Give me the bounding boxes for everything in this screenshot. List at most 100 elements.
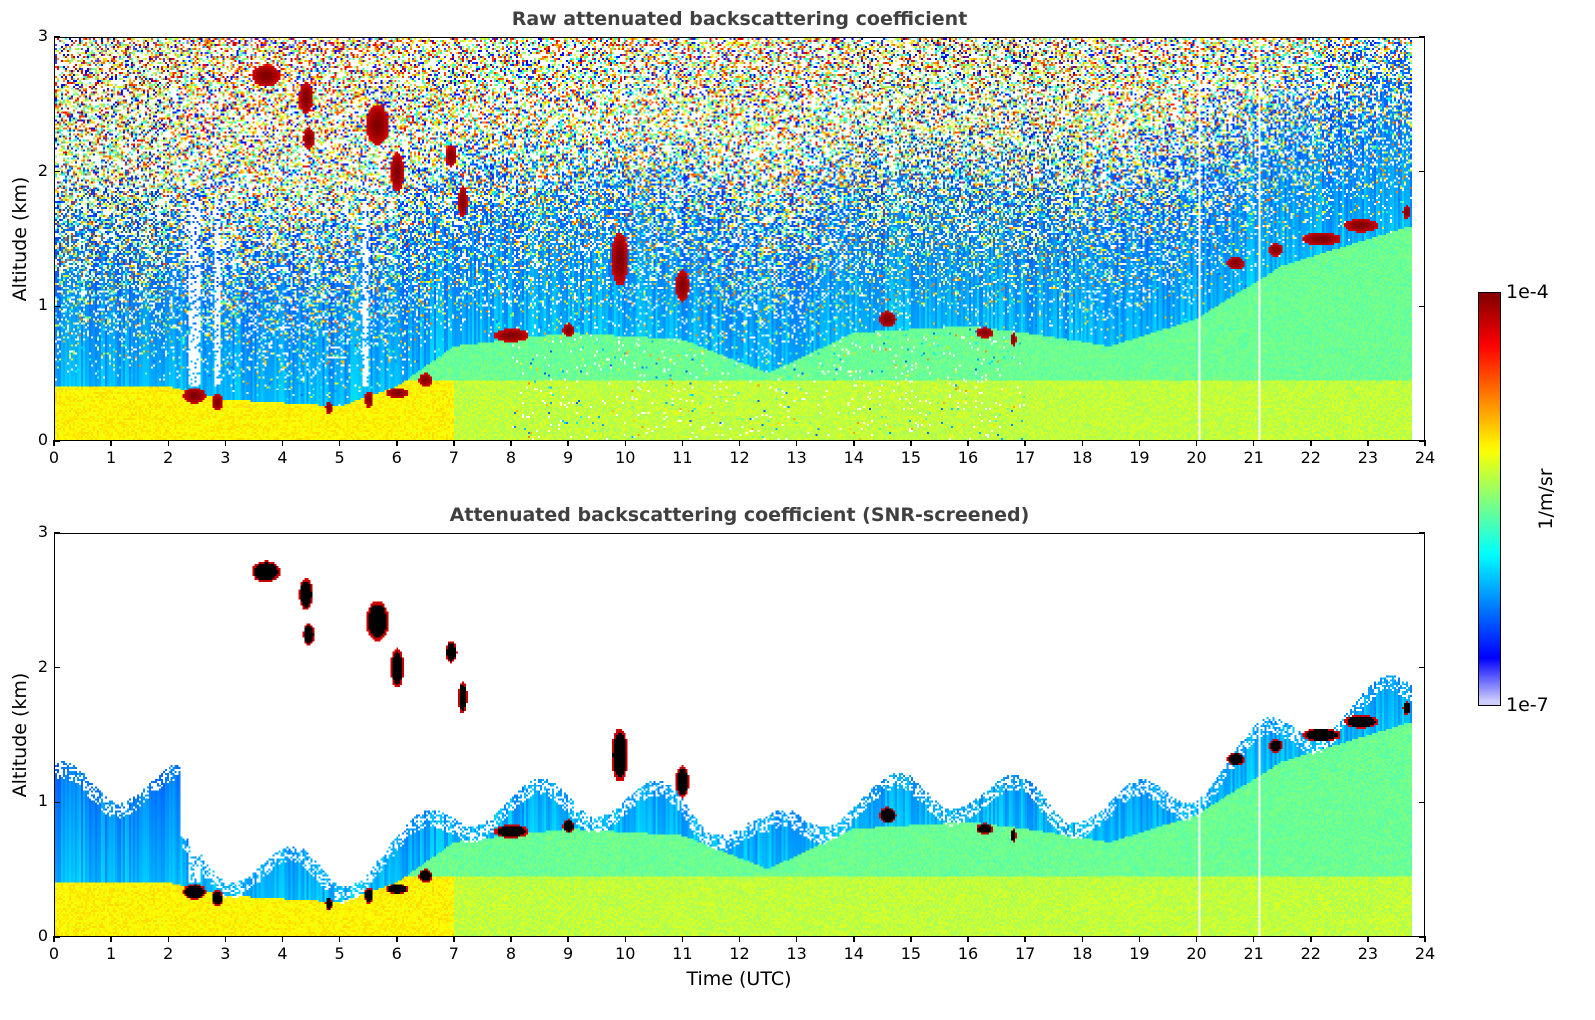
y-tick-mark [1419,36,1425,38]
y-tick-mark [54,801,60,804]
heatmap-screened [54,533,1425,937]
x-tick-mark [795,936,798,942]
x-tick-mark [53,440,55,446]
x-tick-mark [567,440,569,446]
x-tick-mark [396,440,398,446]
y-tick-label: 3 [37,26,48,45]
y-tick-mark [54,936,60,938]
x-tick-mark [624,936,626,942]
x-tick-mark [1024,440,1026,446]
x-tick-mark [1367,936,1369,942]
heatmap-raw-canvas [55,38,1424,440]
y-tick-label: 2 [37,160,48,180]
x-tick-label: 4 [277,448,288,467]
x-tick-mark [1195,936,1198,942]
x-tick-mark [1138,440,1141,446]
x-tick-mark [110,440,112,446]
x-tick-label: 21 [1243,448,1264,467]
x-tick-label: 9 [563,944,574,963]
y-tick-mark [1419,801,1425,804]
x-tick-label: 0 [48,944,60,963]
x-tick-mark [224,936,227,942]
x-tick-mark [453,440,455,446]
x-tick-label: 10 [615,944,636,963]
x-tick-label: 14 [843,944,864,963]
y-tick-mark [1419,305,1425,308]
x-tick-label: 7 [448,448,459,467]
colorbar-min-label: 1e-7 [1506,694,1549,716]
x-tick-label: 22 [1300,944,1321,963]
y-tick-mark [1419,532,1425,534]
x-tick-label: 9 [563,448,574,467]
x-tick-label: 14 [843,448,864,467]
x-tick-label: 18 [1072,944,1093,963]
x-tick-label: 20 [1186,448,1207,467]
x-tick-mark [738,440,741,446]
x-tick-mark [567,936,569,942]
x-tick-mark [624,440,626,446]
y-tick-label: 0 [37,926,48,945]
x-tick-mark [910,936,912,942]
x-tick-label: 19 [1129,448,1150,467]
x-tick-mark [910,440,912,446]
heatmap-raw [54,37,1425,441]
x-tick-label: 0 [48,448,60,467]
x-tick-label: 3 [220,944,231,963]
colorbar [1478,292,1501,706]
y-tick-mark [54,36,60,38]
x-tick-label: 6 [391,944,402,963]
x-tick-label: 15 [900,944,922,963]
x-tick-label: 5 [334,448,345,467]
x-tick-mark [453,936,455,942]
x-tick-label: 17 [1014,448,1036,467]
x-tick-mark [1310,936,1312,942]
x-tick-label: 5 [334,944,345,963]
x-tick-label: 12 [729,944,750,963]
y-tick-label: 3 [37,522,48,541]
x-axis-label: Time (UTC) [686,968,792,990]
y-tick-label: 1 [37,791,48,811]
y-tick-mark [1419,440,1425,442]
x-tick-mark [281,440,284,446]
chart-title-raw: Raw attenuated backscattering coefficien… [511,8,968,30]
x-tick-mark [1195,440,1198,446]
x-tick-label: 23 [1357,448,1379,467]
x-tick-mark [167,936,169,942]
x-tick-mark [967,936,969,942]
x-tick-label: 16 [957,448,979,467]
chart-title-screened: Attenuated backscattering coefficient (S… [449,504,1030,526]
x-tick-label: 24 [1414,944,1436,963]
x-tick-mark [396,936,398,942]
y-tick-mark [54,666,60,669]
x-tick-mark [1424,936,1426,942]
x-tick-mark [510,440,512,446]
y-tick-mark [54,305,60,308]
x-tick-label: 1 [106,448,117,467]
x-tick-label: 10 [615,448,636,467]
x-tick-mark [1081,936,1083,942]
x-tick-label: 18 [1072,448,1093,467]
x-tick-label: 13 [786,448,807,467]
heatmap-screened-canvas [55,534,1424,936]
x-tick-label: 23 [1357,944,1379,963]
x-tick-mark [281,936,284,942]
x-tick-label: 12 [729,448,750,467]
colorbar-max-label: 1e-4 [1506,281,1549,303]
x-tick-mark [1024,936,1026,942]
x-tick-label: 11 [672,448,693,467]
x-tick-label: 21 [1243,944,1264,963]
colorbar-gradient [1479,293,1500,705]
x-tick-mark [1310,440,1312,446]
x-tick-mark [167,440,169,446]
x-tick-label: 1 [106,944,117,963]
colorbar-unit-label: 1/m/sr [1535,468,1557,530]
x-tick-mark [1252,936,1255,942]
x-tick-mark [795,440,798,446]
y-tick-mark [1419,666,1425,669]
x-tick-mark [738,936,741,942]
x-tick-label: 6 [391,448,402,467]
x-tick-label: 17 [1014,944,1036,963]
x-tick-mark [967,440,969,446]
x-tick-label: 8 [505,944,517,963]
x-tick-label: 15 [900,448,922,467]
